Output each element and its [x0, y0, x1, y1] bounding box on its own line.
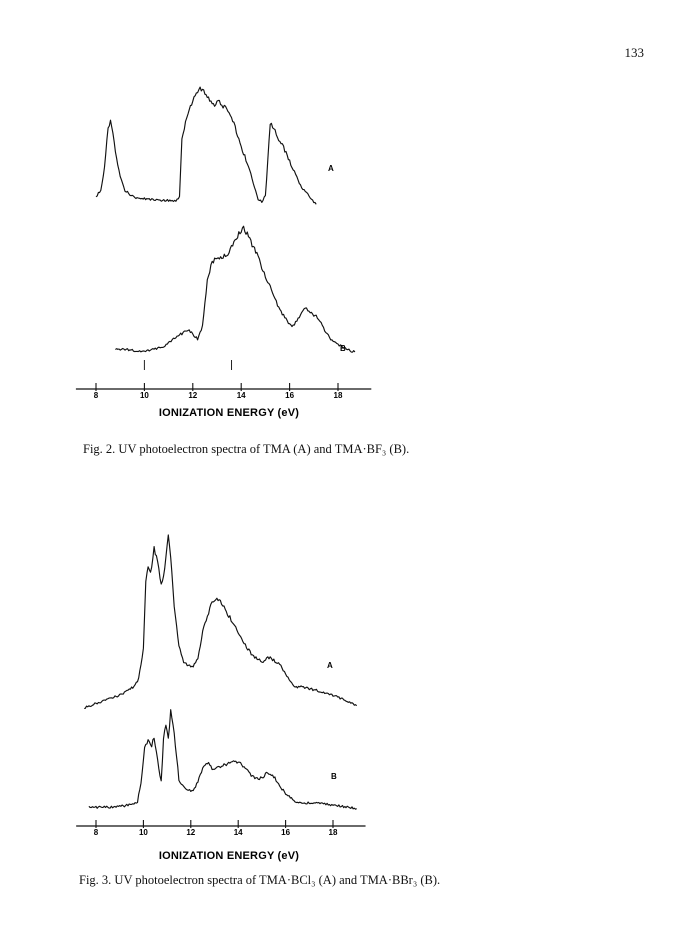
x-tick-label: 14 — [237, 391, 246, 400]
x-tick-label: 18 — [334, 391, 343, 400]
trace-label-b: B — [340, 344, 346, 353]
x-axis-title: IONIZATION ENERGY (eV) — [159, 407, 299, 419]
x-tick-label: 14 — [234, 828, 243, 837]
page-number: 133 — [624, 45, 645, 60]
trace-label-a: A — [328, 164, 334, 173]
figure-2: 8 10 12 14 16 18 IONIZATION ENERGY (eV) A B — [75, 86, 372, 419]
x-tick-label: 12 — [186, 828, 195, 837]
x-tick-label: 16 — [281, 828, 290, 837]
figure-2-caption: Fig. 2. UV photoelectron spectra of TMA … — [83, 442, 410, 456]
trace-label-a: A — [327, 661, 333, 670]
x-axis-title: IONIZATION ENERGY (eV) — [159, 850, 299, 862]
x-tick-label: 16 — [285, 391, 294, 400]
trace-label-b: B — [331, 772, 337, 781]
x-tick-label: 12 — [188, 391, 197, 400]
spectrum-trace-a — [84, 534, 358, 709]
x-tick-label: 10 — [139, 828, 148, 837]
x-tick-label: 10 — [140, 391, 149, 400]
spectrum-trace-b — [115, 225, 356, 353]
spectrum-trace-a — [95, 86, 317, 205]
figure-3: 8 10 12 14 16 18 IONIZATION ENERGY (eV) A B — [76, 534, 366, 862]
x-tick-label: 8 — [94, 828, 99, 837]
x-tick-label: 18 — [329, 828, 338, 837]
spectrum-trace-b — [88, 709, 357, 810]
x-tick-label: 8 — [94, 391, 99, 400]
figure-3-caption: Fig. 3. UV photoelectron spectra of TMA·… — [79, 873, 441, 887]
